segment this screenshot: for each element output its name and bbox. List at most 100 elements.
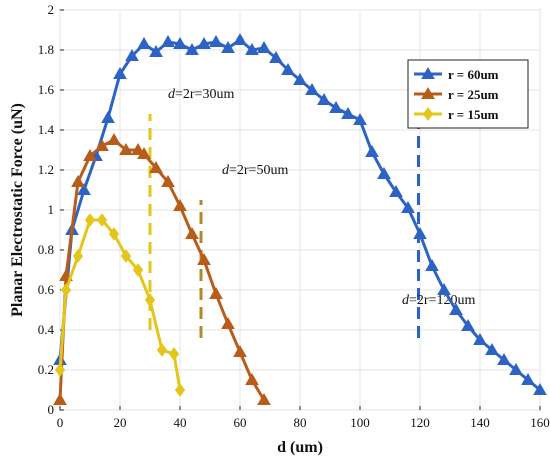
data-point [197, 36, 211, 49]
x-tick-label: 60 [234, 415, 247, 430]
legend-label: r = 15um [448, 107, 499, 122]
series-group [53, 32, 547, 405]
legend-marker [422, 107, 434, 121]
threshold-label-italic: d [168, 87, 176, 102]
x-tick-label: 140 [470, 415, 490, 430]
y-tick-label: 1.2 [38, 162, 54, 177]
data-point [173, 198, 187, 211]
x-tick-label: 20 [114, 415, 127, 430]
data-point [473, 332, 487, 345]
data-point [149, 160, 163, 173]
data-point [341, 106, 355, 119]
data-point [353, 112, 367, 125]
data-point [149, 44, 163, 57]
data-point [533, 382, 547, 395]
data-point [125, 48, 139, 61]
data-point [389, 184, 403, 197]
legend-label: r = 60um [448, 67, 499, 82]
data-point [317, 92, 331, 105]
data-point [281, 62, 295, 75]
data-point [401, 200, 415, 213]
data-point [245, 42, 259, 55]
data-point [257, 392, 271, 405]
data-point [377, 166, 391, 179]
y-tick-label: 1.4 [38, 122, 55, 137]
x-tick-label: 80 [294, 415, 307, 430]
data-point [197, 252, 211, 265]
data-point [269, 50, 283, 63]
data-point [365, 144, 379, 157]
data-point [113, 66, 127, 79]
data-point [174, 383, 186, 397]
data-point [521, 372, 535, 385]
x-tick-label: 100 [350, 415, 370, 430]
y-tick-label: 0.2 [38, 362, 54, 377]
y-tick-label: 0.6 [38, 282, 55, 297]
data-point [120, 249, 132, 263]
data-point [305, 82, 319, 95]
ticks: 0 20 40 60 80 100 120 140 160 0 0.2 0.4 0.6 0.8 1 1.2 1.… [38, 2, 550, 430]
data-point [437, 282, 451, 295]
data-point [96, 213, 108, 227]
data-point [509, 362, 523, 375]
data-point [257, 40, 271, 53]
x-axis-title: d (um) [277, 439, 323, 456]
legend-marker [421, 86, 435, 99]
threshold-label: d=2r=30um [168, 87, 234, 102]
threshold-label-italic: d [402, 293, 410, 308]
y-tick-label: 0 [48, 402, 55, 417]
y-tick-label: 0.4 [38, 322, 55, 337]
threshold-label-text: =2r=30um [175, 87, 234, 102]
data-point [132, 263, 144, 277]
series [54, 213, 186, 397]
data-point [60, 283, 72, 297]
data-point [84, 213, 96, 227]
data-point [95, 138, 109, 151]
data-point [221, 40, 235, 53]
data-point [131, 142, 145, 155]
data-point [137, 36, 151, 49]
data-point [144, 293, 156, 307]
legend: r = 60um r = 25um r = 15um [407, 59, 529, 129]
data-point [497, 352, 511, 365]
data-point [83, 148, 97, 161]
data-point [185, 42, 199, 55]
data-point [425, 258, 439, 271]
data-point [161, 34, 175, 47]
data-point [108, 227, 120, 241]
data-point [71, 174, 85, 187]
x-tick-label: 120 [410, 415, 430, 430]
threshold-label-text: =2r=120um [409, 293, 475, 308]
data-point [185, 226, 199, 239]
data-point [485, 342, 499, 355]
data-point [77, 182, 91, 195]
data-point [107, 132, 121, 145]
data-point [233, 32, 247, 45]
x-tick-label: 0 [57, 415, 64, 430]
data-point [293, 72, 307, 85]
series [53, 32, 547, 395]
data-point [72, 249, 84, 263]
x-tick-label: 160 [530, 415, 550, 430]
data-point [161, 174, 175, 187]
data-point [101, 110, 115, 123]
y-tick-label: 2 [48, 2, 55, 17]
threshold-label: d=2r=50um [222, 163, 288, 178]
data-point [173, 36, 187, 49]
y-tick-label: 1.6 [38, 82, 55, 97]
data-point [209, 286, 223, 299]
threshold-label-text: =2r=50um [229, 163, 288, 178]
data-point [156, 343, 168, 357]
legend-label: r = 25um [448, 87, 499, 102]
y-tick-label: 1 [48, 202, 55, 217]
data-point [53, 392, 67, 405]
data-point [119, 142, 133, 155]
y-axis-title: Planar Electrostatic Force (uN) [9, 103, 26, 317]
data-point [221, 316, 235, 329]
series [53, 132, 271, 405]
data-point [449, 302, 463, 315]
threshold-label-italic: d [222, 163, 230, 178]
legend-marker [421, 66, 435, 79]
